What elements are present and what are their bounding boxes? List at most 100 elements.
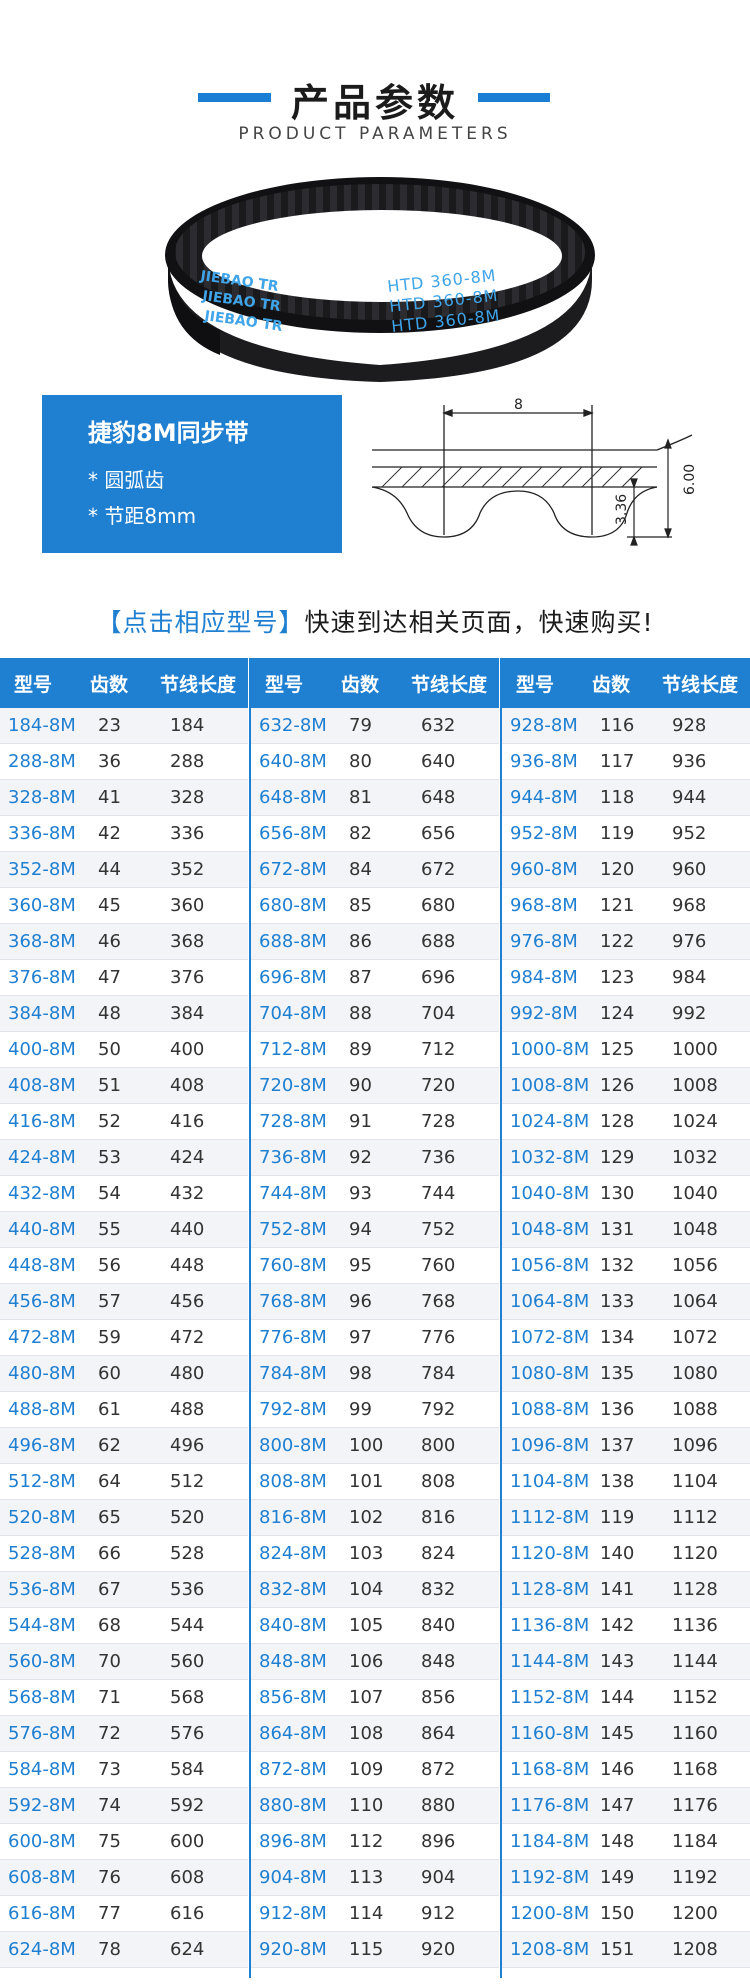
model-link[interactable]: 768-8M bbox=[259, 1291, 327, 1312]
model-link[interactable]: 672-8M bbox=[259, 859, 327, 880]
model-link[interactable]: 1072-8M bbox=[510, 1327, 590, 1348]
model-link[interactable]: 736-8M bbox=[259, 1147, 327, 1168]
model-link[interactable]: 512-8M bbox=[8, 1471, 76, 1492]
model-link[interactable]: 1120-8M bbox=[510, 1543, 590, 1564]
model-link[interactable]: 1184-8M bbox=[510, 1831, 590, 1852]
model-link[interactable]: 936-8M bbox=[510, 751, 578, 772]
model-link[interactable]: 184-8M bbox=[8, 715, 76, 736]
model-link[interactable]: 744-8M bbox=[259, 1183, 327, 1204]
model-link[interactable]: 520-8M bbox=[8, 1507, 76, 1528]
model-link[interactable]: 360-8M bbox=[8, 895, 76, 916]
model-link[interactable]: 448-8M bbox=[8, 1255, 76, 1276]
model-link[interactable]: 720-8M bbox=[259, 1075, 327, 1096]
model-link[interactable]: 424-8M bbox=[8, 1147, 76, 1168]
model-link[interactable]: 696-8M bbox=[259, 967, 327, 988]
model-link[interactable]: 1024-8M bbox=[510, 1111, 590, 1132]
model-link[interactable]: 800-8M bbox=[259, 1435, 327, 1456]
model-link[interactable]: 1040-8M bbox=[510, 1183, 590, 1204]
model-link[interactable]: 608-8M bbox=[8, 1867, 76, 1888]
model-link[interactable]: 872-8M bbox=[259, 1759, 327, 1780]
model-link[interactable]: 472-8M bbox=[8, 1327, 76, 1348]
model-link[interactable]: 864-8M bbox=[259, 1723, 327, 1744]
model-link[interactable]: 1008-8M bbox=[510, 1075, 590, 1096]
model-link[interactable]: 480-8M bbox=[8, 1363, 76, 1384]
model-link[interactable]: 984-8M bbox=[510, 967, 578, 988]
model-link[interactable]: 456-8M bbox=[8, 1291, 76, 1312]
model-link[interactable]: 568-8M bbox=[8, 1687, 76, 1708]
model-link[interactable]: 1088-8M bbox=[510, 1399, 590, 1420]
model-link[interactable]: 920-8M bbox=[259, 1939, 327, 1960]
model-link[interactable]: 368-8M bbox=[8, 931, 76, 952]
model-link[interactable]: 1192-8M bbox=[510, 1867, 590, 1888]
model-link[interactable]: 408-8M bbox=[8, 1075, 76, 1096]
model-link[interactable]: 752-8M bbox=[259, 1219, 327, 1240]
model-link[interactable]: 1032-8M bbox=[510, 1147, 590, 1168]
model-link[interactable]: 384-8M bbox=[8, 1003, 76, 1024]
model-link[interactable]: 496-8M bbox=[8, 1435, 76, 1456]
model-link[interactable]: 712-8M bbox=[259, 1039, 327, 1060]
model-link[interactable]: 1096-8M bbox=[510, 1435, 590, 1456]
model-link[interactable]: 536-8M bbox=[8, 1579, 76, 1600]
model-link[interactable]: 1104-8M bbox=[510, 1471, 590, 1492]
model-link[interactable]: 928-8M bbox=[510, 715, 578, 736]
model-link[interactable]: 1136-8M bbox=[510, 1615, 590, 1636]
model-link[interactable]: 544-8M bbox=[8, 1615, 76, 1636]
model-link[interactable]: 992-8M bbox=[510, 1003, 578, 1024]
model-link[interactable]: 1168-8M bbox=[510, 1759, 590, 1780]
model-link[interactable]: 584-8M bbox=[8, 1759, 76, 1780]
model-link[interactable]: 944-8M bbox=[510, 787, 578, 808]
model-link[interactable]: 776-8M bbox=[259, 1327, 327, 1348]
model-link[interactable]: 1056-8M bbox=[510, 1255, 590, 1276]
model-link[interactable]: 640-8M bbox=[259, 751, 327, 772]
model-link[interactable]: 968-8M bbox=[510, 895, 578, 916]
model-link[interactable]: 440-8M bbox=[8, 1219, 76, 1240]
model-link[interactable]: 760-8M bbox=[259, 1255, 327, 1276]
model-link[interactable]: 376-8M bbox=[8, 967, 76, 988]
model-link[interactable]: 624-8M bbox=[8, 1939, 76, 1960]
model-link[interactable]: 1112-8M bbox=[510, 1507, 590, 1528]
model-link[interactable]: 784-8M bbox=[259, 1363, 327, 1384]
model-link[interactable]: 576-8M bbox=[8, 1723, 76, 1744]
model-link[interactable]: 656-8M bbox=[259, 823, 327, 844]
model-link[interactable]: 840-8M bbox=[259, 1615, 327, 1636]
model-link[interactable]: 904-8M bbox=[259, 1867, 327, 1888]
model-link[interactable]: 816-8M bbox=[259, 1507, 327, 1528]
model-link[interactable]: 632-8M bbox=[259, 715, 327, 736]
model-link[interactable]: 688-8M bbox=[259, 931, 327, 952]
model-link[interactable]: 1048-8M bbox=[510, 1219, 590, 1240]
model-link[interactable]: 432-8M bbox=[8, 1183, 76, 1204]
model-link[interactable]: 592-8M bbox=[8, 1795, 76, 1816]
model-link[interactable]: 912-8M bbox=[259, 1903, 327, 1924]
model-link[interactable]: 792-8M bbox=[259, 1399, 327, 1420]
model-link[interactable]: 1080-8M bbox=[510, 1363, 590, 1384]
model-link[interactable]: 1128-8M bbox=[510, 1579, 590, 1600]
model-link[interactable]: 808-8M bbox=[259, 1471, 327, 1492]
model-link[interactable]: 856-8M bbox=[259, 1687, 327, 1708]
model-link[interactable]: 704-8M bbox=[259, 1003, 327, 1024]
model-link[interactable]: 400-8M bbox=[8, 1039, 76, 1060]
model-link[interactable]: 352-8M bbox=[8, 859, 76, 880]
model-link[interactable]: 896-8M bbox=[259, 1831, 327, 1852]
model-link[interactable]: 560-8M bbox=[8, 1651, 76, 1672]
model-link[interactable]: 832-8M bbox=[259, 1579, 327, 1600]
model-link[interactable]: 328-8M bbox=[8, 787, 76, 808]
model-link[interactable]: 336-8M bbox=[8, 823, 76, 844]
model-link[interactable]: 848-8M bbox=[259, 1651, 327, 1672]
model-link[interactable]: 728-8M bbox=[259, 1111, 327, 1132]
model-link[interactable]: 600-8M bbox=[8, 1831, 76, 1852]
model-link[interactable]: 528-8M bbox=[8, 1543, 76, 1564]
model-link[interactable]: 1200-8M bbox=[510, 1903, 590, 1924]
model-link[interactable]: 488-8M bbox=[8, 1399, 76, 1420]
model-link[interactable]: 416-8M bbox=[8, 1111, 76, 1132]
model-link[interactable]: 1160-8M bbox=[510, 1723, 590, 1744]
model-link[interactable]: 680-8M bbox=[259, 895, 327, 916]
model-link[interactable]: 952-8M bbox=[510, 823, 578, 844]
model-link[interactable]: 824-8M bbox=[259, 1543, 327, 1564]
model-link[interactable]: 1144-8M bbox=[510, 1651, 590, 1672]
model-link[interactable]: 960-8M bbox=[510, 859, 578, 880]
model-link[interactable]: 1152-8M bbox=[510, 1687, 590, 1708]
model-link[interactable]: 880-8M bbox=[259, 1795, 327, 1816]
model-link[interactable]: 288-8M bbox=[8, 751, 76, 772]
model-link[interactable]: 648-8M bbox=[259, 787, 327, 808]
model-link[interactable]: 616-8M bbox=[8, 1903, 76, 1924]
